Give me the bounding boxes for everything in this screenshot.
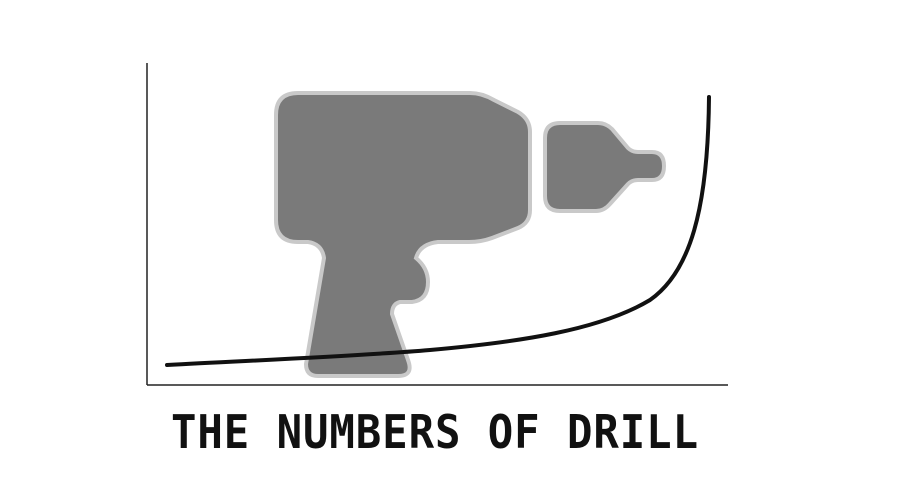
drill-body: [274, 91, 532, 378]
series-line: [165, 95, 711, 367]
drill-chuck: [543, 121, 667, 213]
chart-title: THE NUMBERS OF DRILL: [171, 405, 699, 459]
drill-icon: [274, 91, 667, 378]
